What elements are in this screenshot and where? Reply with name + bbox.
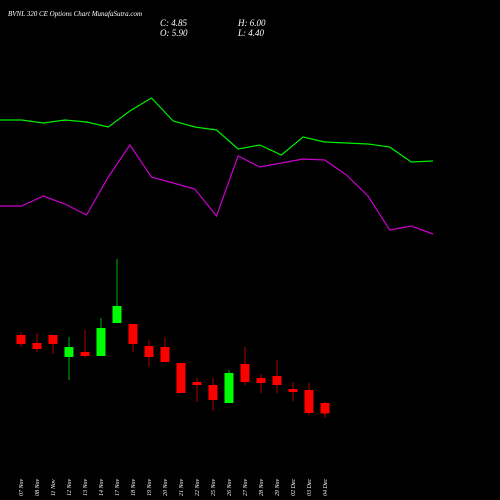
x-tick-label: 22 Nov [195,478,201,496]
candle-body [96,328,106,356]
x-tick-label: 04 Dec [322,479,329,496]
chart-title: BVNL 320 CE Options Chart MunafaSutra.co… [8,10,142,18]
candle-body [144,346,154,357]
open-info: O: 5.90 [160,28,188,38]
x-tick-label: 18 Nov [131,478,137,496]
x-tick-label: 29 Nov [275,478,281,496]
close-info: C: 4.85 [160,18,188,28]
candle-body [128,324,138,344]
x-tick-label: 08 Nov [35,478,41,496]
x-tick-label: 12 Nov [67,478,73,496]
x-tick-label: 13 Nov [83,478,89,496]
x-tick-label: 02 Dec [291,479,297,496]
x-tick-label: 19 Nov [147,478,153,496]
low-info: L: 4.40 [237,28,265,38]
candle-body [64,347,74,357]
candle-body [224,373,234,403]
x-tick-label: 26 Nov [227,478,233,496]
candle-body [48,335,58,344]
candle-body [176,363,186,393]
candle-body [304,390,314,413]
x-tick-label: 21 Nov [179,478,185,496]
x-tick-label: 20 Nov [163,478,169,496]
candle-body [288,389,298,392]
high-info: H: 6.00 [237,18,266,28]
candle-body [112,306,122,323]
candle-body [240,364,250,382]
x-tick-label: 03 Dec [307,479,313,496]
line-series [0,97,434,163]
candle-body [272,376,282,385]
candle-body [192,382,202,385]
candle-body [32,343,42,349]
candle-body [256,378,266,383]
candle-body [80,352,90,356]
x-tick-label: 11 Nov [51,479,57,496]
candle-body [320,403,330,414]
x-tick-label: 27 Nov [243,478,249,496]
line-series [0,143,434,235]
x-tick-label: 25 Nov [211,478,217,496]
x-tick-label: 14 Nov [98,478,105,496]
candle-body [160,347,170,362]
candle-body [16,335,26,344]
candle-body [208,385,218,400]
x-tick-label: 07 Nov [19,478,25,496]
x-tick-label: 28 Nov [259,478,265,496]
x-tick-label: 17 Nov [115,478,121,496]
